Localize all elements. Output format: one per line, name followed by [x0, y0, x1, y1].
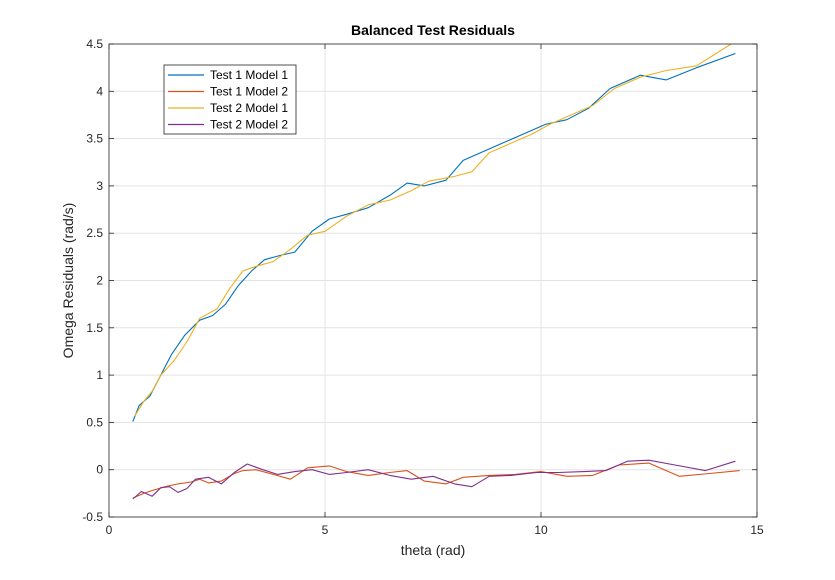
- y-tick-label: 4: [96, 84, 103, 98]
- legend: Test 1 Model 1 Test 1 Model 2 Test 2 Model…: [163, 64, 297, 135]
- x-tick-label: 15: [750, 523, 764, 537]
- series-line-3: [134, 43, 732, 417]
- y-tick-label: 3: [96, 179, 103, 193]
- legend-entry: Test 2 Model 1: [210, 101, 288, 115]
- x-tick-label: 10: [534, 523, 548, 537]
- series-lines: [132, 43, 740, 500]
- y-axis-label: Omega Residuals (rad/s): [60, 203, 76, 359]
- y-tick-label: 2: [96, 274, 103, 288]
- y-tick-label: 2.5: [86, 226, 103, 240]
- legend-entry: Test 1 Model 1: [210, 68, 288, 82]
- x-tick-label: 0: [106, 523, 113, 537]
- y-tick-label: 4.5: [86, 37, 103, 51]
- x-axis-label: theta (rad): [401, 542, 466, 558]
- y-tick-label: 1: [96, 368, 103, 382]
- y-tick-label: 1.5: [86, 321, 103, 335]
- y-tick-label: -0.5: [82, 510, 103, 524]
- series-line-4: [132, 459, 736, 500]
- y-tick-label: 0.5: [86, 415, 103, 429]
- x-tick-label: 5: [322, 523, 329, 537]
- y-tick-label: 3.5: [86, 132, 103, 146]
- legend-box: [163, 64, 297, 135]
- chart-title: Balanced Test Residuals: [351, 22, 515, 38]
- axis-ticks: 0 5 10 15-0.500.511.522.533.544.5: [82, 37, 764, 537]
- y-tick-label: 0: [96, 463, 103, 477]
- legend-entry: Test 1 Model 2: [210, 85, 288, 99]
- legend-entry: Test 2 Model 2: [210, 118, 288, 132]
